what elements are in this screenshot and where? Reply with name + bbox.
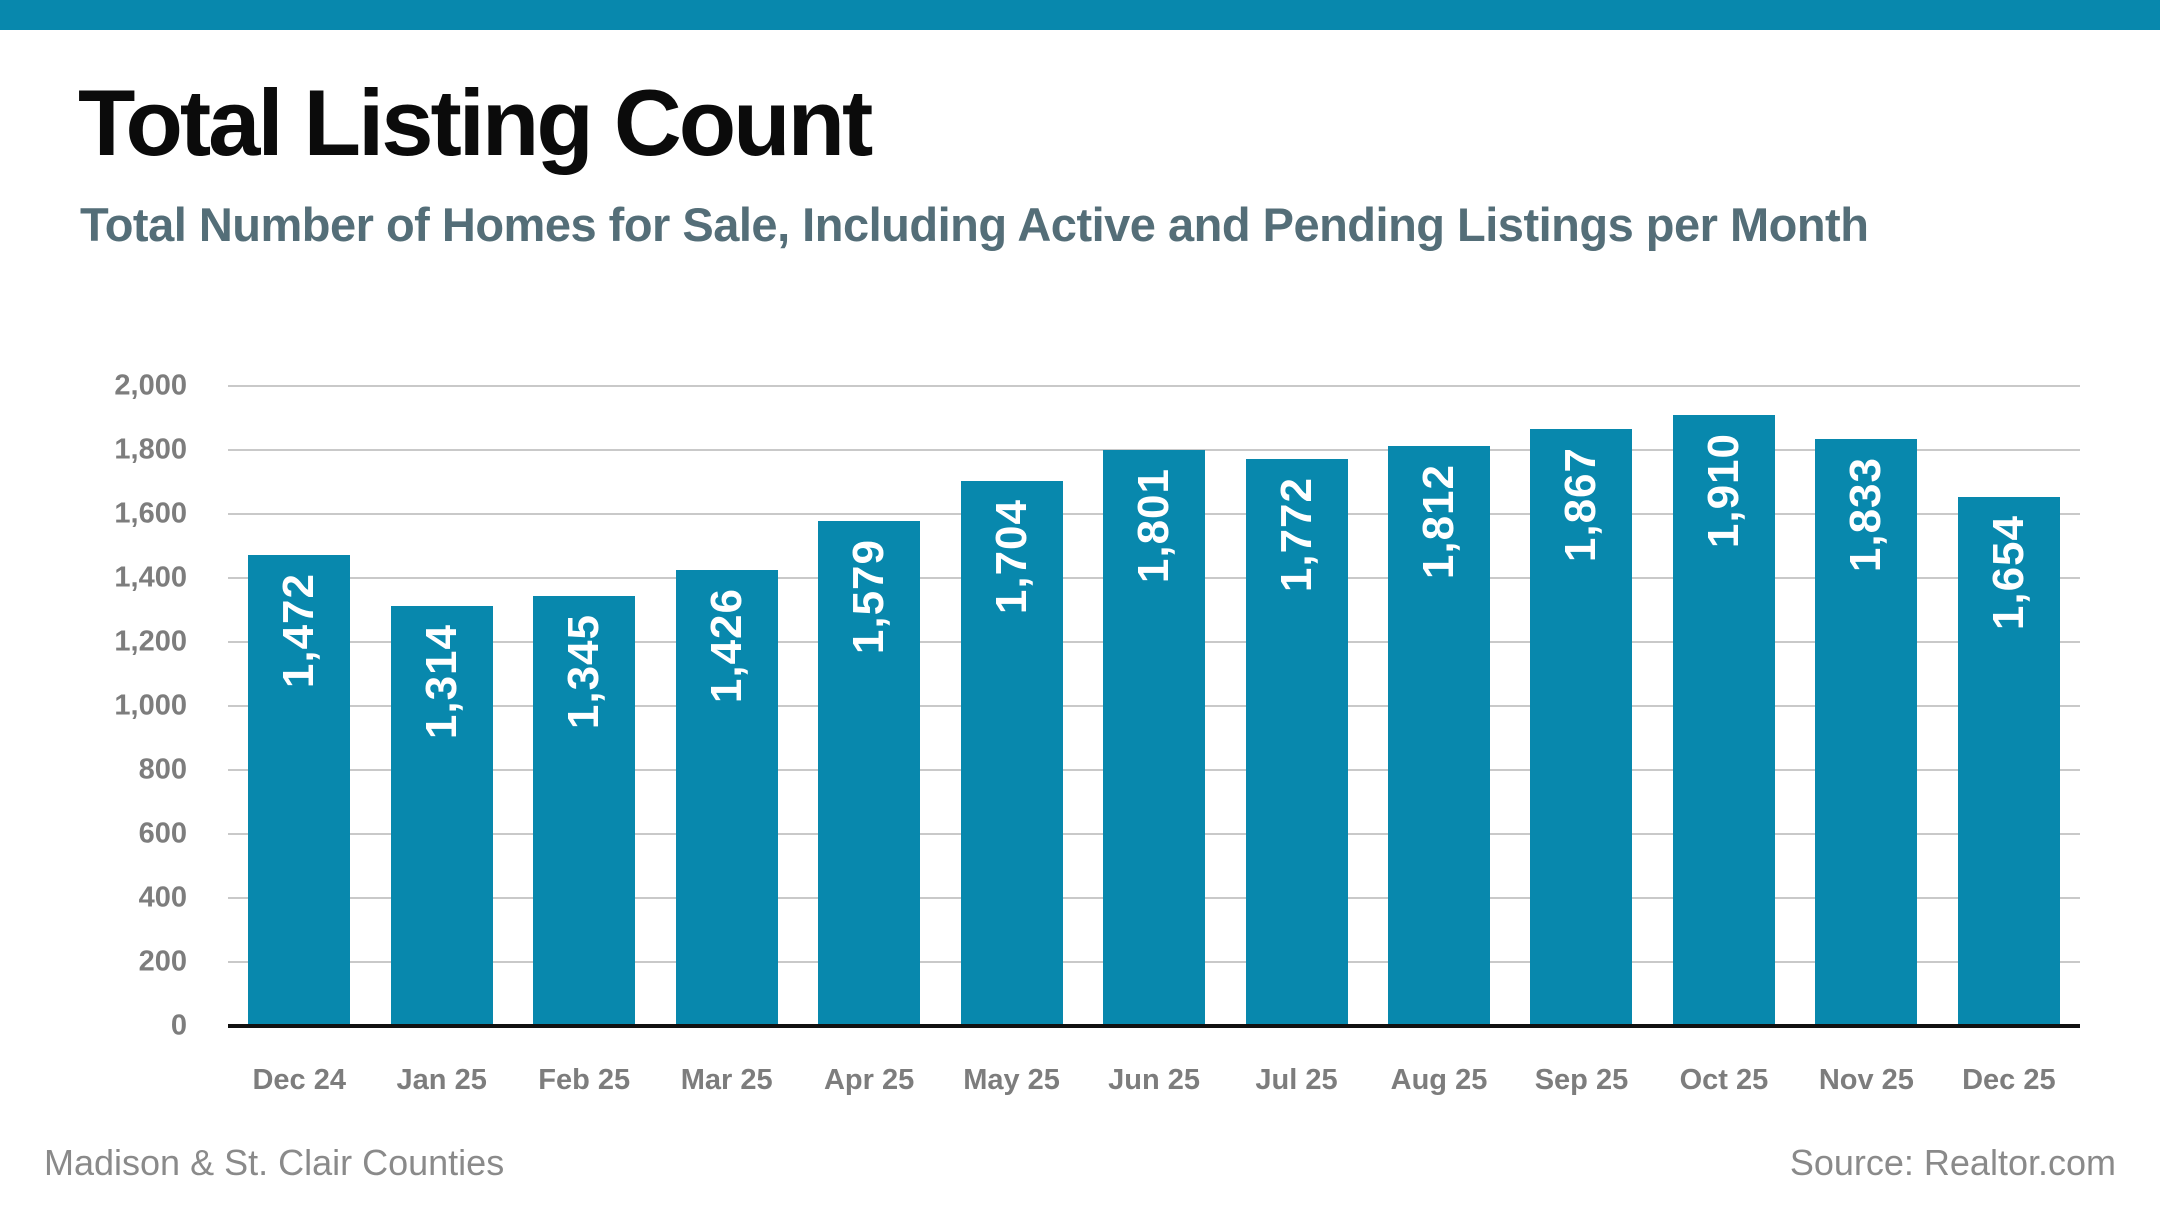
x-axis-tick-label: Feb 25 <box>538 1064 631 1096</box>
x-axis-tick-label: May 25 <box>963 1064 1060 1096</box>
bar-aug-25: 1,812 <box>1387 446 1490 1026</box>
gridline-2000 <box>228 385 2080 387</box>
y-axis-tick-label: 0 <box>170 1009 187 1042</box>
y-axis-tick-label: 1,400 <box>114 561 187 594</box>
y-axis-tick-label: 1,800 <box>114 433 187 466</box>
bar-slot-oct-25: 1,910 <box>1653 386 1795 1026</box>
bar-value-label: 1,910 <box>1698 432 1748 548</box>
bar-mar-25: 1,426 <box>675 569 778 1026</box>
bar-jul-25: 1,772 <box>1245 458 1348 1026</box>
y-axis-tick-labels: 0 200 400 600 800 1,000 1,200 1,400 1,600 1,800 2,… <box>0 371 187 1040</box>
bar-dec-25: 1,654 <box>1957 496 2060 1026</box>
bar-value-label: 1,654 <box>1983 514 2033 630</box>
footer-region-label: Madison & St. Clair Counties <box>44 1142 505 1183</box>
x-axis-tick-label: Dec 25 <box>1962 1064 2056 1096</box>
bar-slot-aug-25: 1,812 <box>1368 386 1510 1026</box>
bar-slot-nov-25: 1,833 <box>1795 386 1937 1026</box>
y-axis-tick-label: 600 <box>138 817 187 850</box>
bar-slot-feb-25: 1,345 <box>513 386 655 1026</box>
page-subtitle: Total Number of Homes for Sale, Includin… <box>80 198 1869 251</box>
x-axis-tick-label: Mar 25 <box>680 1064 773 1096</box>
bar-dec-24: 1,472 <box>248 554 351 1026</box>
bar-value-label: 1,426 <box>701 587 751 703</box>
bar-slot-dec-24: 1,472 <box>228 386 370 1026</box>
bar-value-label: 1,579 <box>844 538 894 654</box>
bar-jun-25: 1,801 <box>1103 449 1206 1026</box>
x-axis-tick-label: Sep 25 <box>1534 1064 1629 1096</box>
y-axis-tick-label: 800 <box>138 753 187 786</box>
bar-nov-25: 1,833 <box>1815 439 1918 1026</box>
x-axis-line <box>228 1024 2080 1028</box>
bar-slot-may-25: 1,704 <box>940 386 1082 1026</box>
y-axis-tick-label: 1,200 <box>114 625 187 658</box>
bar-feb-25: 1,345 <box>533 595 636 1026</box>
bar-apr-25: 1,579 <box>818 520 921 1026</box>
x-axis-tick-label: Apr 25 <box>823 1064 915 1096</box>
x-axis-tick-label: Jan 25 <box>396 1064 487 1096</box>
bar-slot-apr-25: 1,579 <box>798 386 940 1026</box>
bar-value-label: 1,704 <box>986 498 1036 614</box>
x-axis-tick-label: Jul 25 <box>1255 1064 1338 1096</box>
bar-value-label: 1,867 <box>1556 446 1606 562</box>
bar-slot-sep-25: 1,867 <box>1510 386 1652 1026</box>
y-axis-tick-label: 400 <box>138 881 187 914</box>
x-axis-tick-label: Nov 25 <box>1818 1064 1914 1096</box>
bar-value-label: 1,812 <box>1413 464 1463 580</box>
bar-value-label: 1,801 <box>1129 467 1179 583</box>
bar-sep-25: 1,867 <box>1530 428 1633 1026</box>
footer-source-label: Source: Realtor.com <box>1789 1142 2116 1183</box>
bar-value-label: 1,772 <box>1271 476 1321 593</box>
bar-may-25: 1,704 <box>960 480 1063 1026</box>
bar-slot-jul-25: 1,772 <box>1225 386 1367 1026</box>
top-accent-banner <box>0 0 2160 30</box>
bar-value-label: 1,314 <box>416 623 466 739</box>
y-axis-tick-label: 200 <box>138 945 187 978</box>
bar-value-label: 1,472 <box>274 572 324 689</box>
bar-slot-jun-25: 1,801 <box>1083 386 1225 1026</box>
y-axis-tick-label: 2,000 <box>114 369 187 402</box>
x-axis-tick-label: Jun 25 <box>1108 1064 1200 1096</box>
bar-value-label: 1,345 <box>559 613 609 729</box>
bar-slot-jan-25: 1,314 <box>370 386 512 1026</box>
bar-value-label: 1,833 <box>1841 457 1891 573</box>
x-axis-tick-labels: Dec 24 Jan 25 Feb 25 Mar 25 Apr 25 May 25 Jun … <box>228 1058 2080 1102</box>
y-axis-tick-label: 1,000 <box>114 689 187 722</box>
x-axis-tick-label: Dec 24 <box>252 1064 346 1096</box>
bar-series: 1,472 1,314 1,345 1,426 1,579 1,704 1,801 1,772… <box>228 386 2080 1026</box>
bar-slot-dec-25: 1,654 <box>1938 386 2080 1026</box>
x-axis-tick-label: Aug 25 <box>1390 1064 1488 1096</box>
bar-oct-25: 1,910 <box>1672 414 1775 1026</box>
y-axis-tick-label: 1,600 <box>114 497 187 530</box>
bar-jan-25: 1,314 <box>390 605 493 1026</box>
page-title: Total Listing Count <box>78 70 873 175</box>
x-axis-tick-label: Oct 25 <box>1679 1064 1769 1096</box>
bar-slot-mar-25: 1,426 <box>655 386 797 1026</box>
